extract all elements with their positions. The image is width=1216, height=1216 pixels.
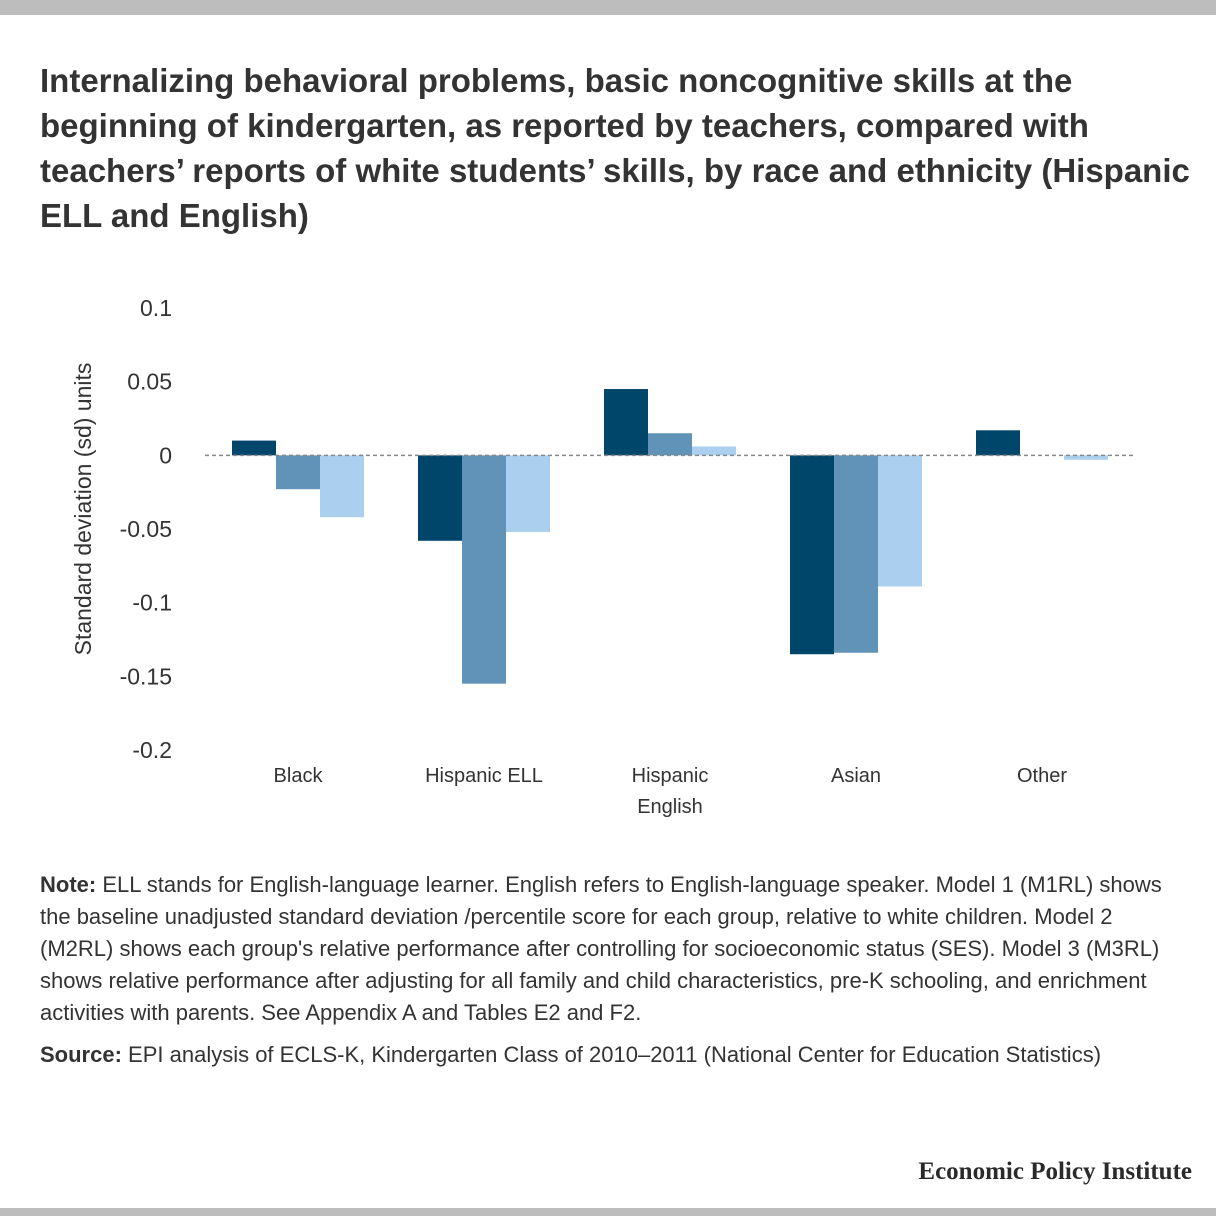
note-paragraph: Note: ELL stands for English-language le… <box>40 869 1180 1029</box>
bar-series-3-0 <box>320 455 364 518</box>
chart-title: Internalizing behavioral problems, basic… <box>40 62 1190 234</box>
bar-series-1-1 <box>418 455 462 541</box>
notes-section: Note: ELL stands for English-language le… <box>40 869 1180 1081</box>
x-tick-label: English <box>637 796 703 818</box>
bar-series-3-3 <box>878 455 922 587</box>
x-tick-labels: Black Hispanic ELL Hispanic English Asian Oth… <box>274 765 1068 818</box>
y-tick-label: -0.2 <box>132 737 172 763</box>
bar-series-1-3 <box>790 455 834 655</box>
source-label: Source: <box>40 1042 122 1067</box>
bar-series-1-2 <box>604 389 648 456</box>
y-axis-label: Standard deviation (sd) units <box>70 363 96 656</box>
bar-series-1-4 <box>976 430 1020 456</box>
x-tick-label: Black <box>274 765 324 787</box>
source-paragraph: Source: EPI analysis of ECLS-K, Kinderga… <box>40 1039 1180 1071</box>
x-tick-label: Hispanic <box>632 765 709 787</box>
y-tick-label: 0.1 <box>140 295 172 321</box>
y-tick-label: 0 <box>159 442 172 468</box>
top-border <box>0 0 1216 15</box>
bar-chart: Standard deviation (sd) units 0.1 0.05 0 -0… <box>70 295 1135 818</box>
y-axis-label-group: Standard deviation (sd) units <box>70 363 96 656</box>
bar-series-2-3 <box>834 455 878 653</box>
bar-series-1-0 <box>232 440 276 456</box>
bottom-border <box>0 1208 1216 1216</box>
x-tick-label: Asian <box>831 765 881 787</box>
y-tick-labels: 0.1 0.05 0 -0.05 -0.1 -0.15 -0.2 <box>120 295 172 763</box>
bar-series-3-2 <box>692 446 736 456</box>
y-tick-label: -0.15 <box>120 663 172 689</box>
y-tick-label: -0.1 <box>132 590 172 616</box>
x-tick-label: Other <box>1017 765 1067 787</box>
bar-series-2-0 <box>276 455 320 490</box>
bar-series-3-4 <box>1064 455 1108 460</box>
y-tick-label: 0.05 <box>127 369 172 395</box>
brand-logo-text: Economic Policy Institute <box>918 1158 1192 1185</box>
source-text: EPI analysis of ECLS-K, Kindergarten Cla… <box>121 1042 1102 1067</box>
bar-series-2-1 <box>462 455 506 684</box>
bar-series-2-2 <box>648 433 692 456</box>
bars <box>232 389 1108 684</box>
bar-series-3-1 <box>506 455 550 532</box>
note-label: Note: <box>40 872 97 897</box>
note-text: ELL stands for English-language learner.… <box>40 872 1162 1025</box>
x-tick-label: Hispanic ELL <box>425 765 543 787</box>
y-tick-label: -0.05 <box>120 516 172 542</box>
